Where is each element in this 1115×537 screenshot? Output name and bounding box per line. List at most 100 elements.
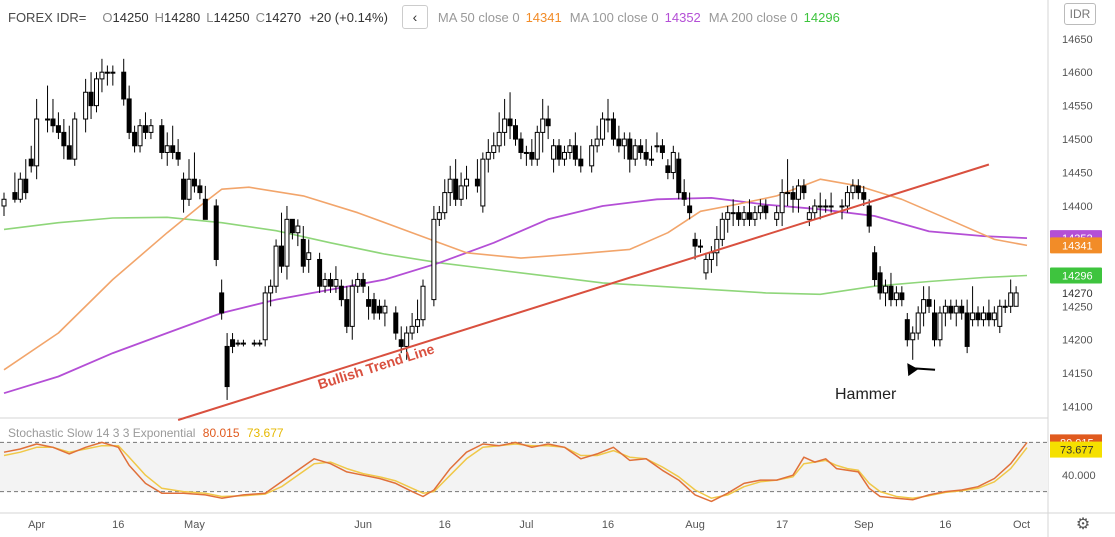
candle-up <box>589 145 595 167</box>
chart-header: FOREX IDR= O 14250 H 14280 L 14250 C 14270 +… <box>8 2 840 32</box>
candle-up <box>148 125 154 133</box>
candle-down <box>393 312 399 334</box>
candle-up <box>1 198 7 207</box>
low-label: L <box>206 9 214 25</box>
candle-up <box>670 151 676 174</box>
candle-down <box>610 118 616 140</box>
candle-up <box>496 131 502 147</box>
candle-down <box>975 312 981 321</box>
candle-up <box>730 212 736 215</box>
gear-icon[interactable]: ⚙ <box>1075 516 1091 533</box>
candle-up <box>268 285 274 294</box>
candle-up <box>883 285 889 294</box>
candle-up <box>420 285 426 321</box>
ma50-line <box>3 178 1028 371</box>
candle-down <box>545 118 551 127</box>
change-value: +20 (+0.14%) <box>309 9 388 25</box>
candle-up <box>850 185 856 194</box>
time-tick-label: 16 <box>602 519 614 531</box>
candle-up <box>442 192 448 214</box>
candle-down <box>191 178 197 187</box>
candle-up <box>893 292 899 301</box>
candle-up <box>72 118 78 160</box>
candle-down <box>746 212 752 220</box>
ma50-value: 14341 <box>525 9 562 25</box>
candle-up <box>953 305 959 314</box>
candle-up <box>235 342 241 345</box>
candle-up <box>970 312 976 321</box>
candle-up <box>257 342 263 345</box>
candle-down <box>23 178 29 194</box>
currency-button[interactable]: IDR <box>1064 3 1096 25</box>
ma100-label: MA 100 close 0 <box>569 9 659 25</box>
open-label: O <box>102 9 113 25</box>
stochastic-d-value: 73.677 <box>246 426 284 440</box>
candle-up <box>502 118 508 133</box>
candle-down <box>453 178 459 200</box>
price-tick-label: 14250 <box>1062 301 1093 313</box>
candle-up <box>34 118 40 167</box>
candle-up <box>725 212 731 220</box>
candle-up <box>605 118 611 121</box>
candle-up <box>1013 292 1019 307</box>
low-value: 14250 <box>213 9 250 25</box>
price-badge <box>1050 284 1102 301</box>
candle-up <box>719 218 725 240</box>
price-tick-label: 14100 <box>1062 402 1093 414</box>
candle-up <box>594 138 600 147</box>
candle-down <box>964 312 970 347</box>
stochastic-k-value: 80.015 <box>202 426 240 440</box>
stochastic-badge <box>1050 441 1102 458</box>
candle-up <box>251 342 257 345</box>
candle-down <box>202 198 208 220</box>
candle-down <box>904 319 910 341</box>
candle-down <box>855 185 861 194</box>
candle-up <box>654 145 660 148</box>
candle-down <box>948 305 954 314</box>
price-badge-label: 14270 <box>1062 288 1093 300</box>
candle-down <box>736 212 742 220</box>
price-tick-label: 14450 <box>1062 168 1093 180</box>
candle-up <box>1008 292 1014 307</box>
price-tick-label: 14150 <box>1062 368 1093 380</box>
candle-up <box>382 305 388 314</box>
candle-up <box>415 319 421 327</box>
collapse-legend-button[interactable]: ‹ <box>401 5 428 29</box>
price-badge-label: 14341 <box>1062 240 1093 252</box>
candle-down <box>159 125 165 153</box>
candle-up <box>431 218 437 301</box>
price-badge-label: 14296 <box>1062 271 1093 283</box>
candle-up <box>980 312 986 321</box>
chevron-left-icon: ‹ <box>412 9 418 25</box>
candle-up <box>240 342 246 345</box>
candle-down <box>866 205 872 227</box>
candle-down <box>931 312 937 341</box>
candle-up <box>714 238 720 254</box>
candle-down <box>986 312 992 321</box>
candle-down <box>801 185 807 194</box>
candle-down <box>142 125 148 133</box>
candle-up <box>164 145 170 153</box>
candle-down <box>888 285 894 301</box>
candle-down <box>121 71 127 100</box>
stochastic-legend: Stochastic Slow 14 3 3 Exponential 80.01… <box>8 426 284 440</box>
high-label: H <box>154 9 165 25</box>
candle-down <box>877 272 883 294</box>
stochastic-tick-label: 40.000 <box>1062 470 1096 482</box>
time-tick-label: May <box>184 519 205 531</box>
close-value: 14270 <box>264 9 302 25</box>
candle-down <box>790 192 796 200</box>
candle-down <box>327 279 333 287</box>
candle-up <box>262 292 268 341</box>
candle-up <box>649 158 655 161</box>
time-tick-label: 17 <box>776 519 788 531</box>
candle-down <box>338 285 344 301</box>
candle-down <box>28 158 34 167</box>
candle-up <box>355 279 361 287</box>
candle-up <box>137 125 143 147</box>
time-tick-label: 16 <box>439 519 451 531</box>
candle-up <box>284 218 290 267</box>
candle-up <box>551 145 557 160</box>
time-tick-label: Aug <box>685 519 705 531</box>
